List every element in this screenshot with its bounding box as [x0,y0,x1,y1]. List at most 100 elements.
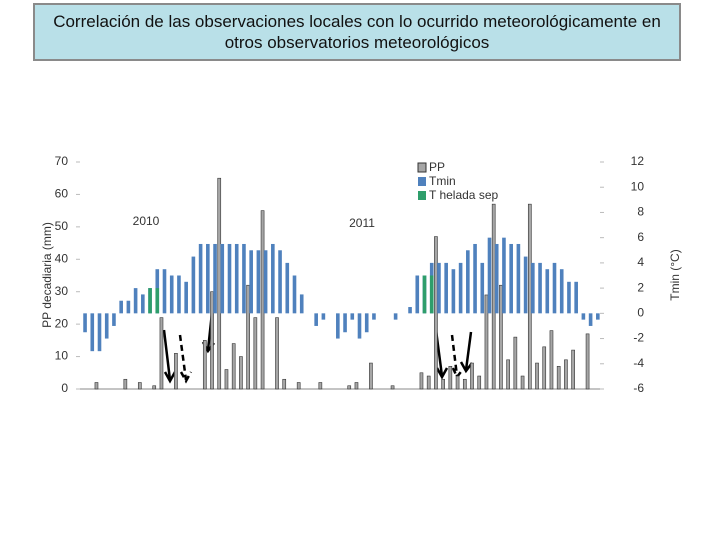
pp-bar [174,353,178,390]
tmin-bar [516,243,521,314]
tmin-bar [523,256,528,314]
pp-bar [542,346,547,390]
pp-bar [224,369,229,390]
slide-title: Correlación de las observaciones locales… [33,3,681,61]
tmin-bar [213,243,217,314]
tmin-bar [148,288,152,314]
pp-bar [491,203,496,390]
tmin-bar [364,313,369,333]
tmin-bar [588,313,593,326]
tmin-bar [177,275,181,314]
tmin-bar [494,243,499,314]
tmin-bar [234,243,239,314]
tmin-bar [545,269,550,314]
tmin-bar [206,243,210,314]
pp-bar [564,359,568,390]
tmin-bar [357,313,362,339]
pp-bar [318,382,323,390]
tmin-bar [321,313,326,320]
legend-label: PP [429,160,445,174]
y-tick-label: 50 [55,219,69,233]
pp-bar [513,336,518,390]
tmin-bar [90,313,95,352]
pp-bar [123,378,128,390]
pp-bar [296,382,301,390]
y2-tick-label: 2 [637,280,644,294]
tmin-bar [198,243,203,314]
tmin-bar [242,243,246,314]
pp-bar [354,382,359,390]
tmin-bar [487,237,492,314]
tmin-bar [596,313,600,320]
y2-tick-label: -4 [633,356,644,370]
y2-axis-title: Tmin (°C) [668,249,682,300]
pp-bar [246,284,250,390]
tmin-bar [271,243,275,314]
pp-bar [419,372,424,390]
legend-swatch [418,177,426,186]
tmin-bar [531,262,535,314]
pp-bar [470,362,474,390]
pp-bar [484,294,489,390]
pp-bar [275,317,279,390]
pp-bar [239,356,243,390]
tmin-bar [249,250,253,314]
y-tick-label: 70 [55,154,69,168]
tmin-bar [112,313,116,326]
y-axis-title: PP decadiaria (mm) [40,222,54,328]
pp-bar [549,330,554,390]
pp-bar [556,365,561,390]
tmin-bar [126,300,131,314]
tmin-bar [466,250,470,314]
legend-swatch [417,162,427,173]
tmin-bar [133,288,138,314]
pp-bar [455,375,460,390]
tmin-bar [574,281,578,314]
pp-bar [217,177,222,390]
tmin-bar [292,275,297,314]
tmin-bar [184,281,188,314]
pp-bar [506,359,510,390]
tmin-bar [191,256,196,314]
pp-bar [426,375,431,390]
y2-tick-label: 4 [637,255,644,269]
tmin-bar [422,275,427,314]
y2-tick-label: 0 [637,306,644,320]
tmin-bar [581,313,586,320]
tmin-bar [256,250,261,314]
tmin-bar [567,281,571,314]
y2-tick-label: 6 [637,230,644,244]
y-tick-label: 10 [55,349,69,363]
tmin-bar [458,262,463,314]
pp-bar [448,365,453,390]
pp-bar [282,378,287,390]
tmin-bar [83,313,87,333]
tmin-bar [119,300,123,314]
tmin-bar [429,275,434,314]
tmin-bar [502,237,506,314]
pp-bar [441,378,445,390]
y2-tick-label: -2 [633,331,644,345]
tmin-bar [372,313,376,320]
tmin-bar [169,275,174,314]
tmin-bar [220,243,225,314]
tmin-bar [538,262,542,314]
pp-bar [369,362,373,390]
tmin-bar [480,262,485,314]
pp-bar [152,385,157,390]
legend-label: Tmin [429,174,456,188]
y-tick-label: 0 [61,381,68,395]
tmin-bar [343,313,347,333]
y-tick-label: 40 [55,251,69,265]
tmin-bar [473,243,477,314]
pp-bar [585,333,590,390]
y2-tick-label: 12 [631,154,645,168]
y-tick-label: 60 [55,187,69,201]
tmin-bar [263,250,268,314]
tmin-bar [285,262,290,314]
pp-bar [231,343,236,390]
pp-bar [462,378,467,390]
tmin-bar [336,313,340,339]
pp-bar [94,382,99,390]
